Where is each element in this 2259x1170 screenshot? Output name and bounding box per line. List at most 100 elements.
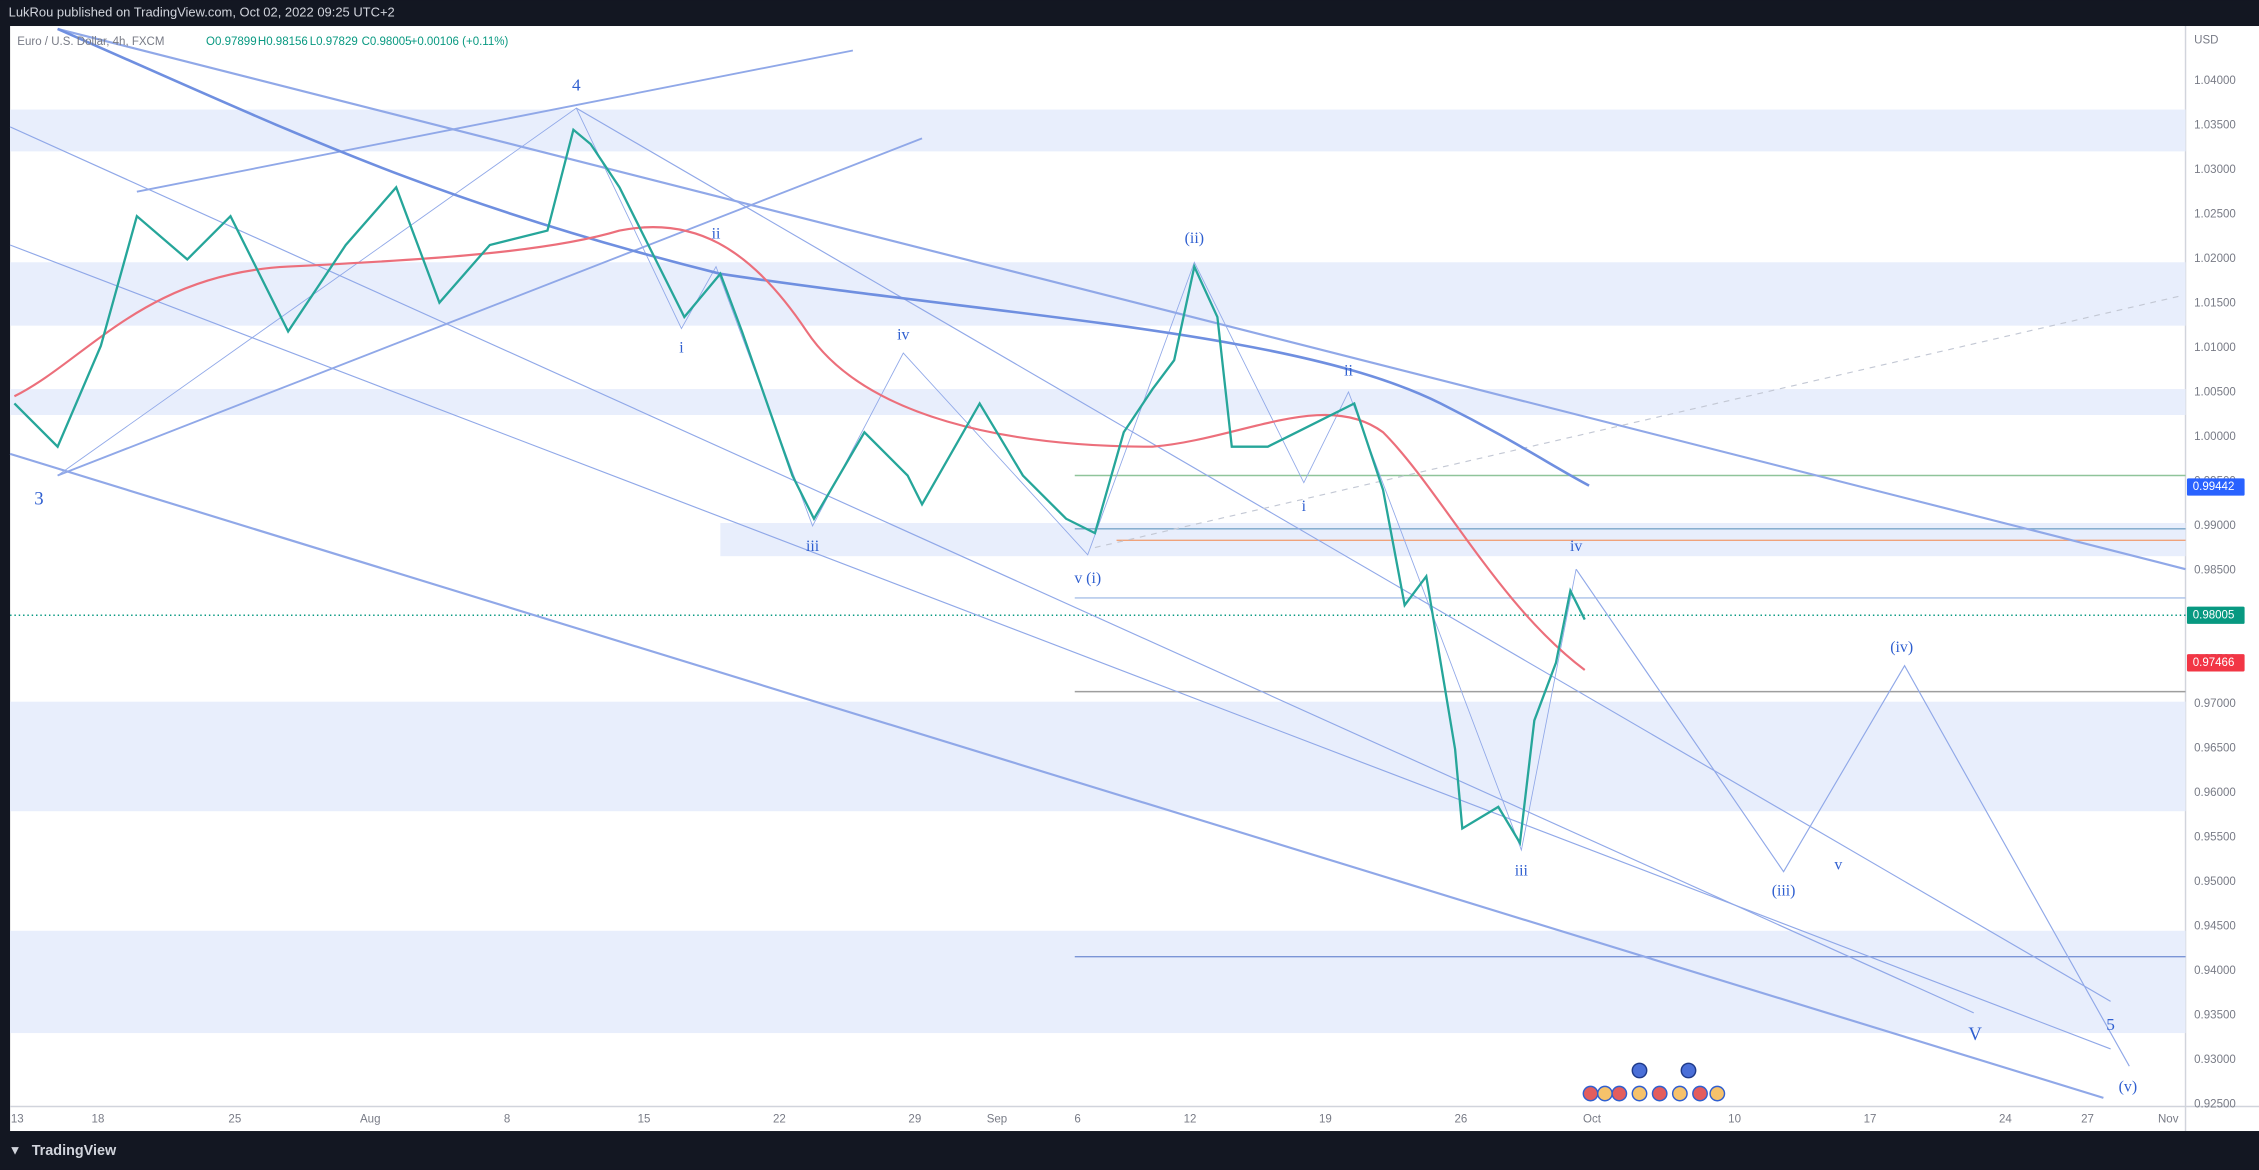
- date-label: 12: [1184, 1114, 1197, 1126]
- price-label: 0.94000: [2194, 965, 2236, 977]
- price-tag: 0.99442: [2193, 481, 2235, 493]
- price-tag: 0.98005: [2193, 609, 2235, 621]
- wave-label: ii: [1344, 362, 1353, 379]
- wave-label: (iii): [1772, 883, 1796, 900]
- wave-label: 4: [572, 75, 581, 94]
- wave-label: ii: [712, 226, 721, 243]
- wave-label: (ii): [1185, 230, 1204, 247]
- date-label: 13: [11, 1114, 24, 1126]
- brand: TradingView: [32, 1143, 117, 1159]
- legend: Euro / U.S. Dollar, 4h, FXCM O0.97899 H0…: [17, 36, 508, 48]
- event-icon: [1692, 1085, 1708, 1102]
- wave-label: 5: [2106, 1015, 2115, 1034]
- wave-label: (v): [2119, 1078, 2137, 1095]
- wave-label: v (i): [1074, 570, 1101, 587]
- levels: [10, 474, 2186, 958]
- date-label: 6: [1074, 1114, 1080, 1126]
- event-icon: [1611, 1085, 1628, 1102]
- price-label: 0.97000: [2194, 698, 2236, 710]
- wave-label: i: [1302, 498, 1307, 515]
- zone: [10, 930, 2186, 1034]
- change: +0.00106 (+0.11%): [411, 36, 509, 48]
- price-label: 1.04000: [2194, 75, 2236, 87]
- wave-label: 3: [34, 488, 43, 509]
- price-label: 0.99000: [2194, 520, 2236, 532]
- date-label: 27: [2081, 1114, 2094, 1126]
- price-label: 1.00000: [2194, 431, 2236, 443]
- price-label: 0.92500: [2194, 1099, 2236, 1111]
- price-tag-bg: [2186, 654, 2245, 672]
- wave-label: V: [1968, 1024, 1982, 1045]
- ohlc-low: L0.97829: [310, 36, 358, 48]
- price-label: 0.93000: [2194, 1054, 2236, 1066]
- event-icon: [1582, 1085, 1599, 1102]
- dynamic: 1.04000 1.03500 1.03000 1.02500 1.02000 1.015…: [11, 75, 2245, 1126]
- wave-label: iii: [1515, 862, 1529, 879]
- event-icon: [1631, 1062, 1648, 1079]
- date-label: 15: [638, 1114, 651, 1126]
- date-label: 10: [1728, 1114, 1741, 1126]
- price-label: 1.01500: [2194, 297, 2236, 309]
- wave-label: iv: [897, 326, 909, 343]
- price-tag-bg: [2186, 478, 2245, 496]
- currency: USD: [2194, 34, 2218, 46]
- zones: [10, 109, 2186, 1034]
- zone: [10, 109, 2186, 152]
- date-label: 26: [1454, 1114, 1467, 1126]
- brand-logo: ▼: [9, 1143, 22, 1158]
- price-label: 0.96000: [2194, 787, 2236, 799]
- price-label: 1.03500: [2194, 119, 2236, 131]
- event-icon: [1680, 1062, 1697, 1079]
- price-tag-bg: [2186, 606, 2245, 624]
- price-label: 0.96500: [2194, 743, 2236, 755]
- date-label: 25: [228, 1114, 241, 1126]
- moving-average-slow: [57, 27, 1590, 487]
- ohlc-high: H0.98156: [258, 36, 308, 48]
- date-label: 8: [504, 1114, 510, 1126]
- date-label: 18: [92, 1114, 105, 1126]
- date-label: Sep: [987, 1114, 1008, 1126]
- price-label: 0.93500: [2194, 1010, 2236, 1022]
- date-label: 17: [1864, 1114, 1877, 1126]
- date-label: 19: [1319, 1114, 1332, 1126]
- event-icon: [1651, 1085, 1668, 1102]
- moving-average-fast: [13, 226, 1586, 671]
- price-tag: 0.97466: [2193, 657, 2235, 669]
- wave-label: iii: [806, 538, 820, 555]
- price-label: 1.03000: [2194, 164, 2236, 176]
- price-label: 0.98500: [2194, 564, 2236, 576]
- trendlines: [9, 27, 2186, 1099]
- price-label: 1.02500: [2194, 208, 2236, 220]
- date-label: 24: [1999, 1114, 2012, 1126]
- event-icon: [1671, 1085, 1688, 1102]
- wave-label: v: [1834, 857, 1842, 874]
- date-axis: [10, 1106, 2259, 1132]
- ohlc-close: C0.98005: [362, 36, 412, 48]
- zone: [10, 389, 2186, 415]
- wave-label: iv: [1570, 538, 1582, 555]
- date-label: Oct: [1583, 1114, 1602, 1126]
- price-label: 0.94500: [2194, 921, 2236, 933]
- date-label: 22: [773, 1114, 786, 1126]
- symbol: Euro / U.S. Dollar, 4h, FXCM: [17, 36, 164, 48]
- event-icon: [1631, 1085, 1648, 1102]
- zone: [10, 701, 2186, 812]
- price-label: 0.95500: [2194, 832, 2236, 844]
- ohlc-open: O0.97899: [206, 36, 257, 48]
- publisher: LukRou published on TradingView.com, Oct…: [9, 4, 395, 19]
- date-label: Nov: [2158, 1114, 2179, 1126]
- price-label: 1.02000: [2194, 253, 2236, 265]
- price-path: [13, 127, 1586, 847]
- event-icon: [1597, 1085, 1613, 1102]
- event-icon: [1709, 1085, 1726, 1102]
- price-label: 0.95000: [2194, 876, 2236, 888]
- price-label: 1.01000: [2194, 342, 2236, 354]
- price-label: 1.00500: [2194, 386, 2236, 398]
- price-axis: [2185, 26, 2259, 1107]
- wave-label: i: [679, 339, 684, 356]
- wave-label: (iv): [1890, 639, 1913, 656]
- date-label: 29: [908, 1114, 921, 1126]
- date-label: Aug: [360, 1114, 381, 1126]
